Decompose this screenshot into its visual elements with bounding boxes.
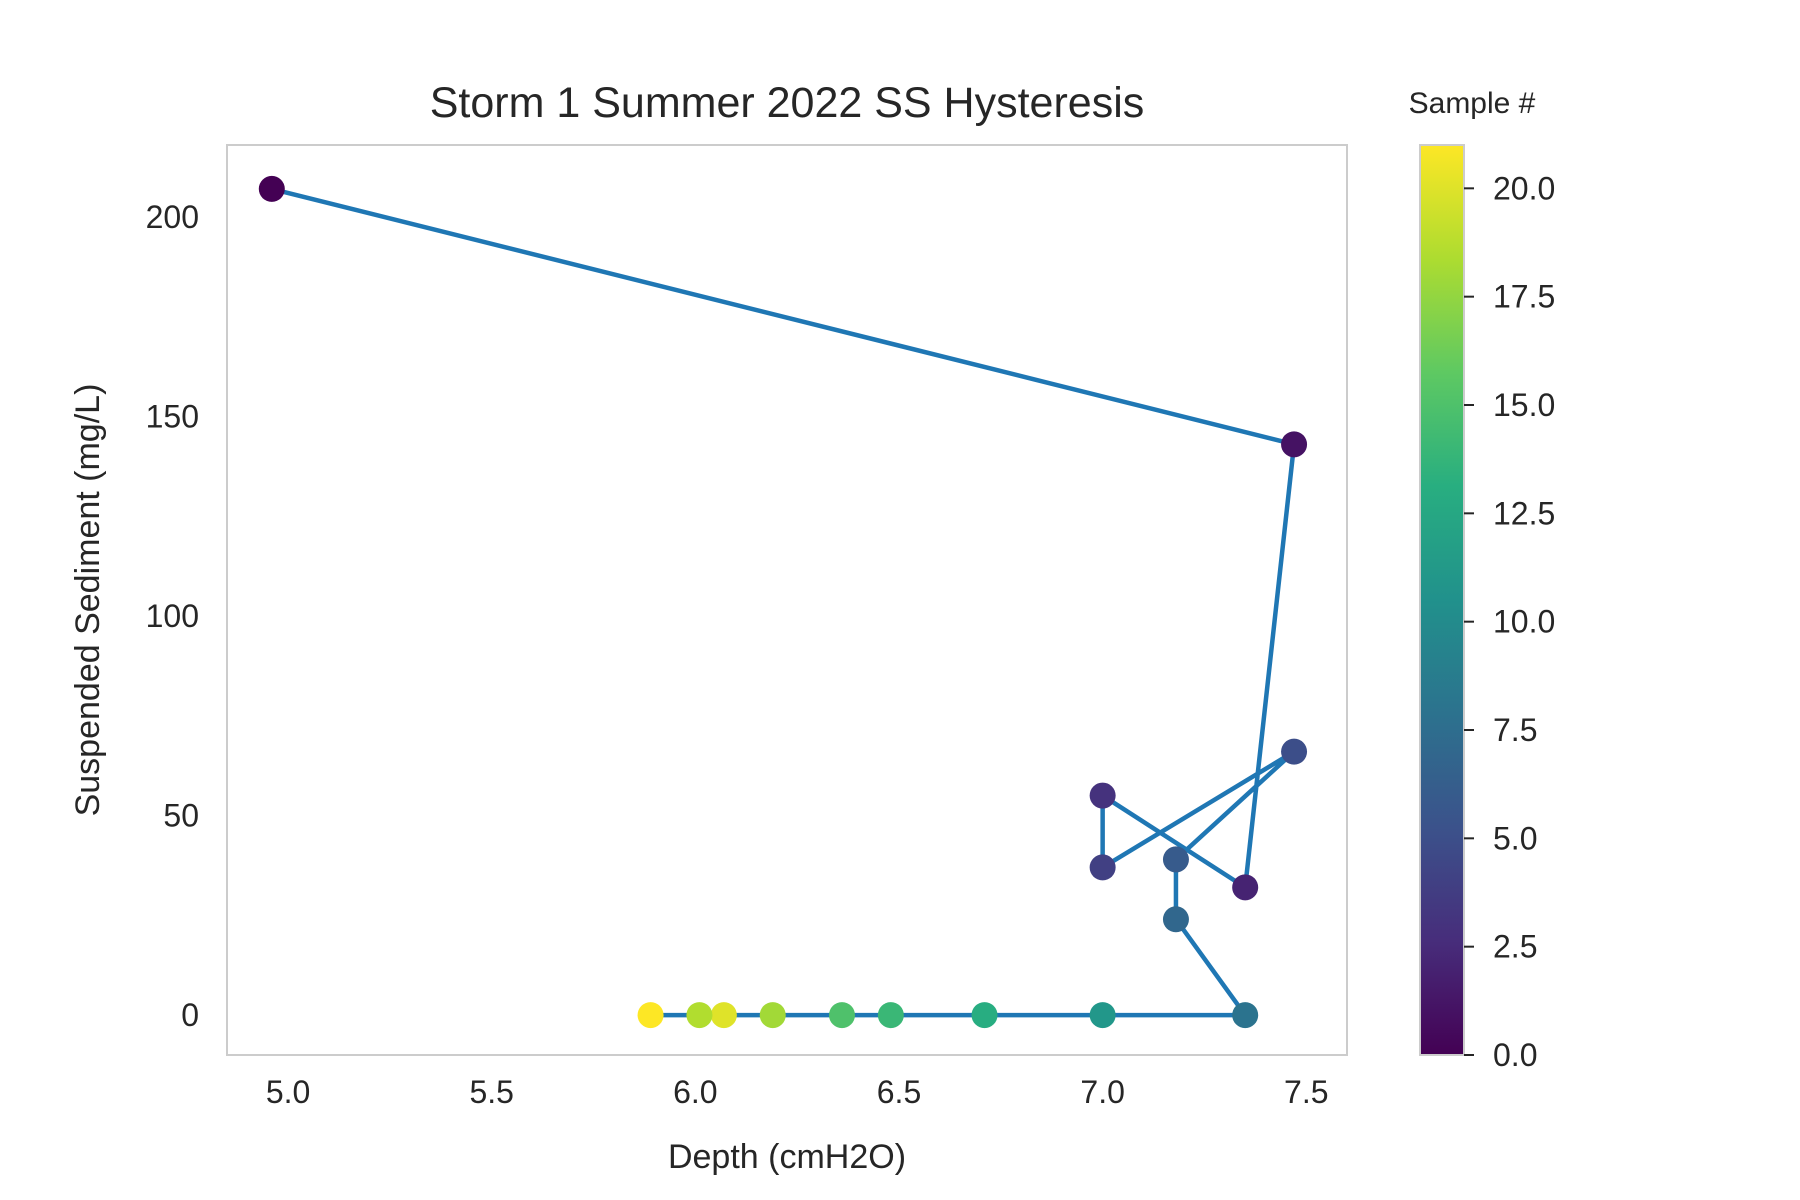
- colorbar: [1419, 144, 1465, 1056]
- y-axis-label: Suspended Sediment (mg/L): [69, 384, 107, 817]
- data-point: [828, 1002, 855, 1029]
- data-point: [1089, 782, 1116, 809]
- x-tick-label: 5.5: [469, 1074, 513, 1110]
- data-point: [686, 1002, 713, 1029]
- data-point: [1089, 1002, 1116, 1029]
- colorbar-tick-label: 7.5: [1493, 712, 1537, 748]
- data-point: [971, 1002, 998, 1029]
- x-tick-label: 7.5: [1284, 1074, 1328, 1110]
- colorbar-ticks: 0.0 2.5 5.0 7.5 10.0 12.5 15.0 17.5 20.0: [1464, 170, 1555, 1073]
- colorbar-tick-label: 20.0: [1493, 170, 1555, 206]
- y-tick-label: 150: [146, 398, 199, 434]
- data-point: [258, 175, 285, 202]
- x-tick-label: 7.0: [1080, 1074, 1124, 1110]
- chart-title: Storm 1 Summer 2022 SS Hysteresis: [430, 79, 1145, 127]
- colorbar-tick-label: 12.5: [1493, 495, 1555, 531]
- x-tick-label: 6.0: [673, 1074, 717, 1110]
- data-point: [1089, 854, 1116, 881]
- colorbar-tick-label: 10.0: [1493, 604, 1555, 640]
- x-tick-label: 5.0: [266, 1074, 310, 1110]
- y-tick-label: 50: [163, 798, 199, 834]
- colorbar-tick-label: 5.0: [1493, 820, 1537, 856]
- colorbar-label: Sample #: [1409, 87, 1536, 120]
- colorbar-tick-label: 2.5: [1493, 929, 1537, 965]
- y-tick-label: 100: [146, 598, 199, 634]
- data-point: [759, 1002, 786, 1029]
- x-axis-label: Depth (cmH2O): [668, 1138, 906, 1176]
- plot-frame: [226, 144, 1348, 1056]
- data-point: [710, 1002, 737, 1029]
- data-point: [1162, 846, 1189, 873]
- data-point: [637, 1002, 664, 1029]
- data-point: [1162, 906, 1189, 933]
- data-point: [1232, 1002, 1259, 1029]
- series-line: [271, 186, 1297, 1018]
- series-point-layer: [258, 175, 1308, 1029]
- x-tick-label: 6.5: [877, 1074, 921, 1110]
- colorbar-tick-label: 0.0: [1493, 1037, 1537, 1073]
- data-point: [1281, 431, 1308, 458]
- y-tick-labels: 0 50 100 150 200: [146, 199, 199, 1033]
- y-tick-label: 0: [181, 997, 199, 1033]
- data-point: [1232, 874, 1259, 901]
- series-line-layer: [271, 186, 1297, 1018]
- data-point: [1281, 738, 1308, 765]
- data-point: [877, 1002, 904, 1029]
- colorbar-tick-label: 17.5: [1493, 279, 1555, 315]
- colorbar-tick-label: 15.0: [1493, 387, 1555, 423]
- y-tick-label: 200: [146, 199, 199, 235]
- x-tick-labels: 5.0 5.5 6.0 6.5 7.0 7.5: [266, 1074, 1329, 1110]
